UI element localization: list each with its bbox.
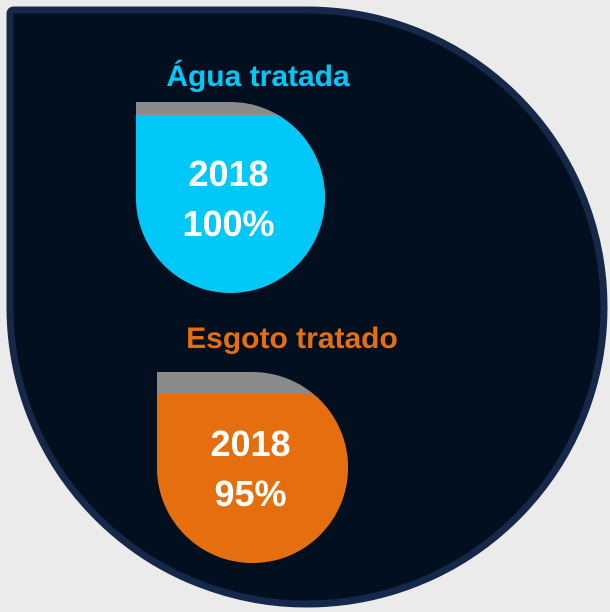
item-title: Esgoto tratado xyxy=(186,322,398,355)
item-title: Água tratada xyxy=(166,59,350,93)
item-year: 2018 xyxy=(188,153,268,194)
item-value: 95% xyxy=(214,473,286,514)
item-year: 2018 xyxy=(210,423,290,464)
item-value: 100% xyxy=(182,203,274,244)
drop-fill xyxy=(157,393,348,563)
drop-fill xyxy=(136,115,325,293)
